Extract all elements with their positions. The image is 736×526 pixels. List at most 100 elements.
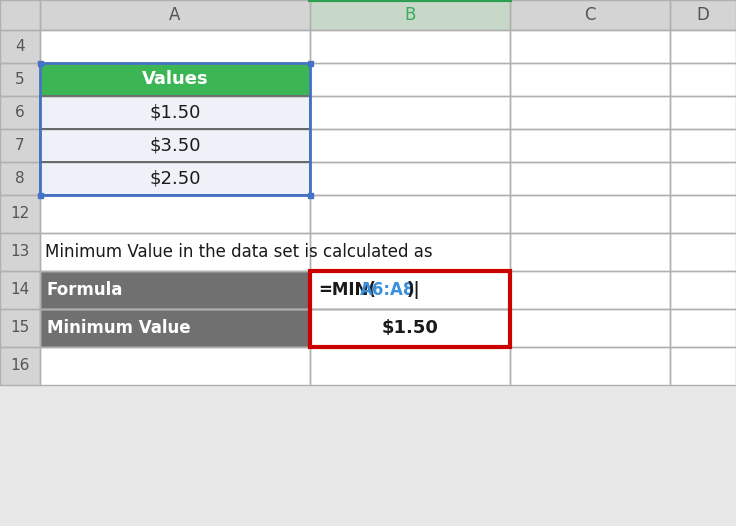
Bar bbox=[510, 347, 670, 385]
Bar bbox=[670, 0, 736, 30]
Bar bbox=[0, 129, 40, 162]
Bar bbox=[670, 271, 736, 309]
Bar bbox=[40, 96, 310, 129]
Text: =MIN(: =MIN( bbox=[318, 281, 376, 299]
Bar bbox=[670, 233, 736, 271]
Bar bbox=[310, 195, 510, 233]
Text: $1.50: $1.50 bbox=[381, 319, 439, 337]
Text: Minimum Value: Minimum Value bbox=[47, 319, 191, 337]
Bar bbox=[40, 30, 310, 63]
Bar bbox=[40, 162, 310, 195]
Bar bbox=[310, 96, 510, 129]
Text: 7: 7 bbox=[15, 138, 25, 153]
Bar bbox=[0, 0, 40, 30]
Bar bbox=[0, 63, 40, 96]
Bar bbox=[670, 129, 736, 162]
Bar bbox=[40, 96, 310, 129]
Text: A: A bbox=[169, 6, 180, 24]
Text: D: D bbox=[696, 6, 710, 24]
Bar bbox=[40, 162, 310, 195]
Bar bbox=[310, 271, 510, 309]
Text: $3.50: $3.50 bbox=[149, 137, 201, 155]
Bar bbox=[0, 96, 40, 129]
Text: 6: 6 bbox=[15, 105, 25, 120]
Bar bbox=[510, 0, 670, 30]
Bar bbox=[310, 233, 510, 271]
Bar bbox=[40, 0, 310, 30]
Bar bbox=[40, 233, 310, 271]
Bar bbox=[510, 129, 670, 162]
Text: 14: 14 bbox=[10, 282, 29, 298]
Bar bbox=[310, 271, 510, 309]
Bar bbox=[310, 271, 510, 347]
Bar bbox=[510, 233, 670, 271]
Bar bbox=[510, 271, 670, 309]
Bar bbox=[40, 0, 310, 30]
Bar bbox=[40, 309, 310, 347]
Bar bbox=[40, 63, 310, 96]
Bar bbox=[40, 30, 310, 63]
Bar bbox=[510, 63, 670, 96]
Bar bbox=[40, 162, 310, 195]
Bar bbox=[40, 63, 310, 96]
Bar bbox=[670, 271, 736, 309]
Bar bbox=[0, 233, 40, 271]
Text: 13: 13 bbox=[10, 245, 29, 259]
Bar bbox=[0, 0, 40, 30]
Bar bbox=[40, 96, 310, 129]
Bar bbox=[0, 309, 40, 347]
Bar bbox=[40, 129, 310, 162]
Bar bbox=[670, 347, 736, 385]
Bar bbox=[0, 162, 40, 195]
Bar bbox=[510, 30, 670, 63]
Text: Values: Values bbox=[142, 70, 208, 88]
Text: $2.50: $2.50 bbox=[149, 169, 201, 187]
Bar bbox=[310, 96, 510, 129]
Bar bbox=[310, 162, 510, 195]
Bar bbox=[510, 162, 670, 195]
Bar bbox=[308, 193, 313, 198]
Bar bbox=[0, 195, 40, 233]
Bar bbox=[40, 309, 310, 347]
Bar bbox=[310, 271, 510, 309]
Bar bbox=[670, 96, 736, 129]
Bar bbox=[310, 195, 510, 233]
Bar bbox=[510, 162, 670, 195]
Bar bbox=[0, 271, 40, 309]
Bar bbox=[40, 63, 310, 96]
Bar bbox=[310, 309, 510, 347]
Bar bbox=[40, 233, 310, 271]
Bar bbox=[670, 63, 736, 96]
Text: )|: )| bbox=[407, 281, 421, 299]
Bar bbox=[40, 63, 310, 195]
Bar bbox=[310, 63, 510, 96]
Bar bbox=[670, 309, 736, 347]
Bar bbox=[40, 63, 310, 96]
Bar bbox=[40, 162, 310, 195]
Bar bbox=[670, 195, 736, 233]
Bar bbox=[670, 347, 736, 385]
Bar bbox=[310, 129, 510, 162]
Bar bbox=[40, 347, 310, 385]
Bar bbox=[670, 162, 736, 195]
Bar bbox=[670, 309, 736, 347]
Bar bbox=[0, 309, 40, 347]
Bar bbox=[0, 233, 40, 271]
Bar bbox=[40, 271, 310, 309]
Text: 16: 16 bbox=[10, 359, 29, 373]
Bar bbox=[0, 162, 40, 195]
Bar bbox=[0, 347, 40, 385]
Bar bbox=[40, 271, 310, 309]
Bar bbox=[310, 0, 510, 30]
Bar bbox=[510, 0, 670, 30]
Bar bbox=[510, 271, 670, 309]
Bar bbox=[38, 61, 43, 66]
Bar bbox=[670, 30, 736, 63]
Bar bbox=[670, 96, 736, 129]
Bar bbox=[38, 193, 43, 198]
Bar bbox=[0, 30, 40, 63]
Bar bbox=[310, 63, 510, 96]
Bar bbox=[310, 0, 510, 30]
Bar bbox=[0, 63, 40, 96]
Bar bbox=[0, 195, 40, 233]
